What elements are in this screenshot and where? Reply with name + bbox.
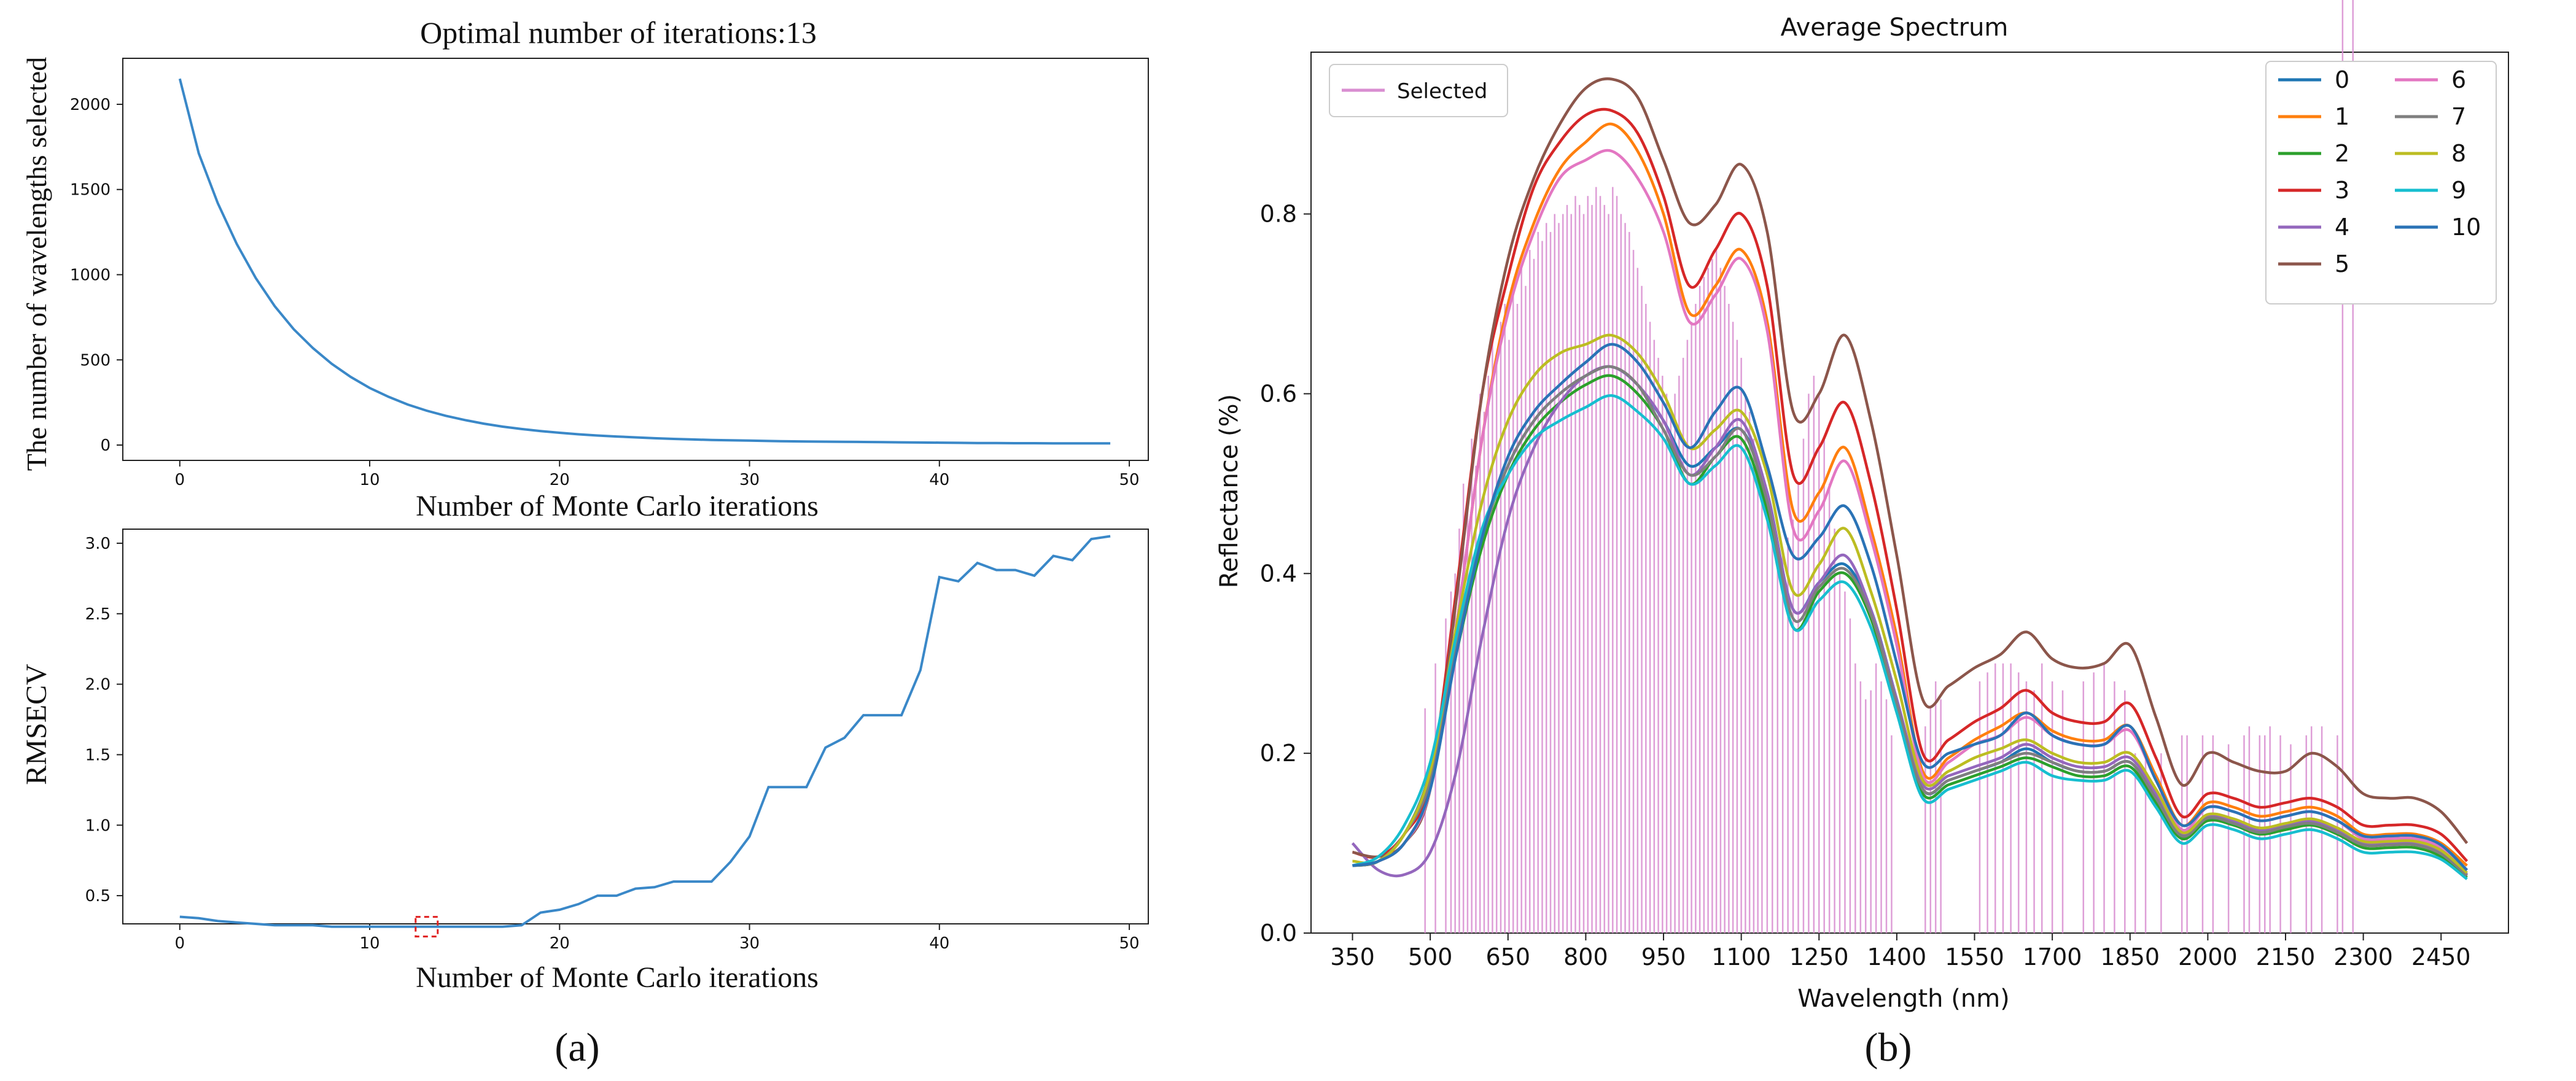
legend-label-7: 7 [2451,103,2466,130]
panel-a-bottom-frame [122,529,1149,924]
b-ytick-label: 0.4 [1260,560,1297,587]
b-ytick-label: 0.0 [1260,920,1297,947]
panel-a-top-xlabel: Number of Monte Carlo iterations [416,490,819,522]
a-bottom-ytick-label: 1.0 [85,816,111,835]
spectrum-line-7 [1352,365,2468,877]
panel-b-title: Average Spectrum [1781,14,2009,42]
a-bottom-xtick-label: 0 [175,934,185,953]
spectrum-line-9 [1352,394,2468,880]
legend-label-2: 2 [2335,140,2349,167]
a-top-series-line [178,78,1111,445]
spectrum-line-1 [1352,122,2468,867]
spectrum-line-8 [1352,333,2468,874]
legend-label-0: 0 [2335,66,2349,93]
caption-b: (b) [1865,1025,1912,1070]
a-bottom-xtick-label: 20 [550,934,570,953]
b-ytick-label: 0.2 [1260,740,1297,767]
selected-legend-label: Selected [1397,79,1487,104]
panel-a-top-frame [122,58,1149,461]
a-bottom-ytick-label: 2.5 [85,605,111,624]
legend-label-9: 9 [2451,177,2466,204]
spectrum-line-2 [1352,374,2468,878]
b-xtick-label: 800 [1563,943,1608,971]
b-xtick-label: 650 [1486,943,1531,971]
spectrum-line-10 [1352,343,2469,872]
b-xtick-label: 350 [1330,943,1375,971]
b-xtick-label: 1550 [1945,943,2004,971]
series-legend: 0 1 2 3 4 5 6 7 8 9 10 [2265,61,2497,304]
a-top-xtick-label: 40 [929,471,949,489]
b-xtick-label: 2450 [2411,943,2471,971]
panel-a-top: Optimal number of iterations:13 0 10 20 30 4… [21,15,1149,522]
b-xtick-label: 1250 [1789,943,1849,971]
b-xtick-label: 500 [1408,943,1453,971]
a-top-ytick-label: 1500 [70,181,111,200]
a-bottom-xtick-label: 30 [739,934,760,953]
b-ytick-label: 0.8 [1260,201,1297,228]
a-top-ytick-label: 1000 [70,266,111,284]
a-top-ytick-label: 500 [80,351,111,370]
a-bottom-xtick-label: 10 [359,934,379,953]
a-bottom-ytick-label: 3.0 [85,535,111,553]
legend-label-3: 3 [2335,177,2349,204]
panel-a-bottom-xlabel: Number of Monte Carlo iterations [416,961,819,994]
panel-a-bottom-ylabel: RMSECV [20,664,53,785]
legend-label-5: 5 [2335,250,2349,277]
panel-a-top-title: Optimal number of iterations:13 [420,15,817,50]
a-top-xtick-label: 30 [739,471,760,489]
spectrum-line-5 [1352,77,2469,859]
panel-a-top-ylabel: The number of wavelengths selected [21,57,52,471]
optimal-iteration-marker [414,916,439,938]
legend-label-10: 10 [2451,214,2481,241]
a-bottom-xtick-label: 50 [1119,934,1140,953]
a-top-xtick-label: 50 [1119,471,1140,489]
b-xtick-label: 2150 [2256,943,2316,971]
b-xtick-label: 1100 [1711,943,1771,971]
a-top-xtick-label: 20 [550,471,570,489]
a-bottom-ytick-label: 0.5 [85,887,111,905]
panel-b: Average Spectrum 350 500 650 800 950 1100 1250… [1215,0,2509,1013]
a-bottom-xtick-label: 40 [929,934,949,953]
a-top-xtick-label: 0 [175,471,185,489]
selected-legend: Selected [1329,64,1508,117]
panel-b-ylabel: Reflectance (%) [1215,394,1243,588]
b-ytick-label: 0.6 [1260,380,1297,407]
b-xtick-label: 1400 [1867,943,1927,971]
a-bottom-series-line [179,535,1111,928]
a-top-ytick-label: 0 [100,436,111,455]
legend-label-6: 6 [2451,66,2466,93]
panel-a-bottom: 0 10 20 30 40 50 0.5 1.0 1.5 2.0 2.5 3.0 Number of … [20,529,1149,994]
b-xtick-label: 2300 [2333,943,2393,971]
spectrum-line-3 [1352,107,2469,862]
panel-b-frame [1310,52,2509,934]
legend-label-1: 1 [2335,103,2349,130]
b-xtick-label: 1700 [2023,943,2082,971]
caption-a: (a) [555,1025,599,1070]
b-xtick-label: 1850 [2100,943,2160,971]
b-xtick-label: 2000 [2178,943,2238,971]
b-xtick-label: 950 [1641,943,1686,971]
spectrum-line-4 [1351,365,2468,878]
legend-label-4: 4 [2335,214,2349,241]
legend-label-8: 8 [2451,140,2466,167]
panel-b-xlabel: Wavelength (nm) [1797,985,2010,1013]
a-top-ytick-label: 2000 [70,96,111,114]
a-top-xtick-label: 10 [359,471,379,489]
a-bottom-ytick-label: 2.0 [85,676,111,694]
a-bottom-ytick-label: 1.5 [85,746,111,764]
